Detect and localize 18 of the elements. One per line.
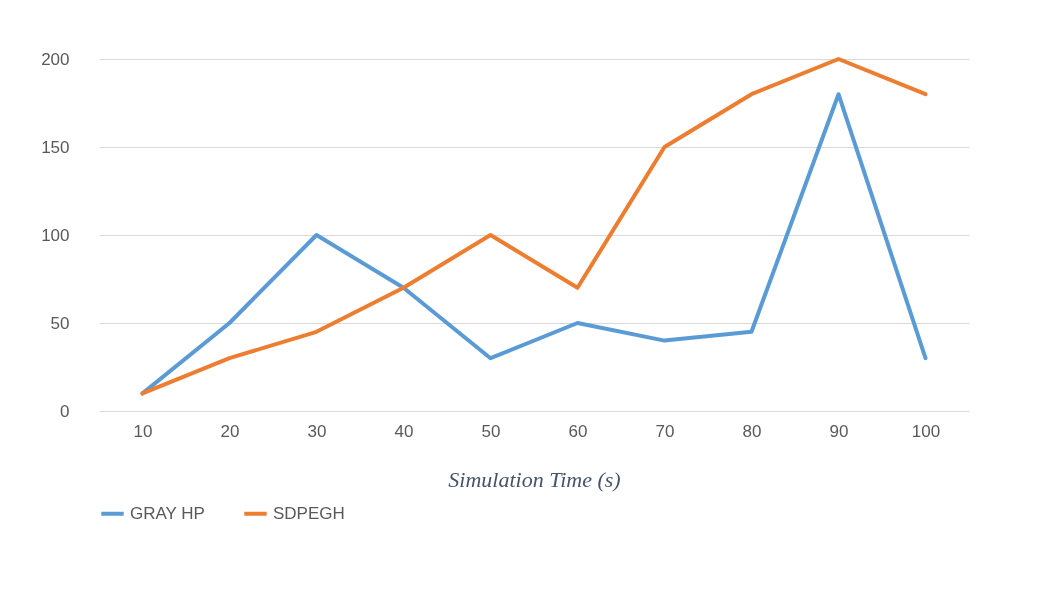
y-tick-label: 150 [41,137,70,157]
x-axis-title: Simulation Time (s) [448,466,621,492]
x-tick-label: 10 [133,421,153,441]
legend-label: SDPEGH [273,503,345,523]
y-tick-label: 200 [41,49,70,69]
x-tick-label: 20 [220,421,240,441]
x-tick-label: 40 [394,421,414,441]
x-tick-label: 100 [911,421,941,441]
x-tick-label: 50 [481,421,501,441]
y-tick-label: 100 [41,225,70,245]
x-tick-label: 60 [568,421,588,441]
x-tick-label: 90 [829,421,849,441]
legend-label: GRAY HP [130,503,205,523]
x-tick-label: 30 [307,421,327,441]
x-tick-label: 70 [655,421,675,441]
y-tick-label: 50 [50,313,70,333]
x-tick-label: 80 [742,421,762,441]
y-tick-label: 0 [60,401,70,421]
